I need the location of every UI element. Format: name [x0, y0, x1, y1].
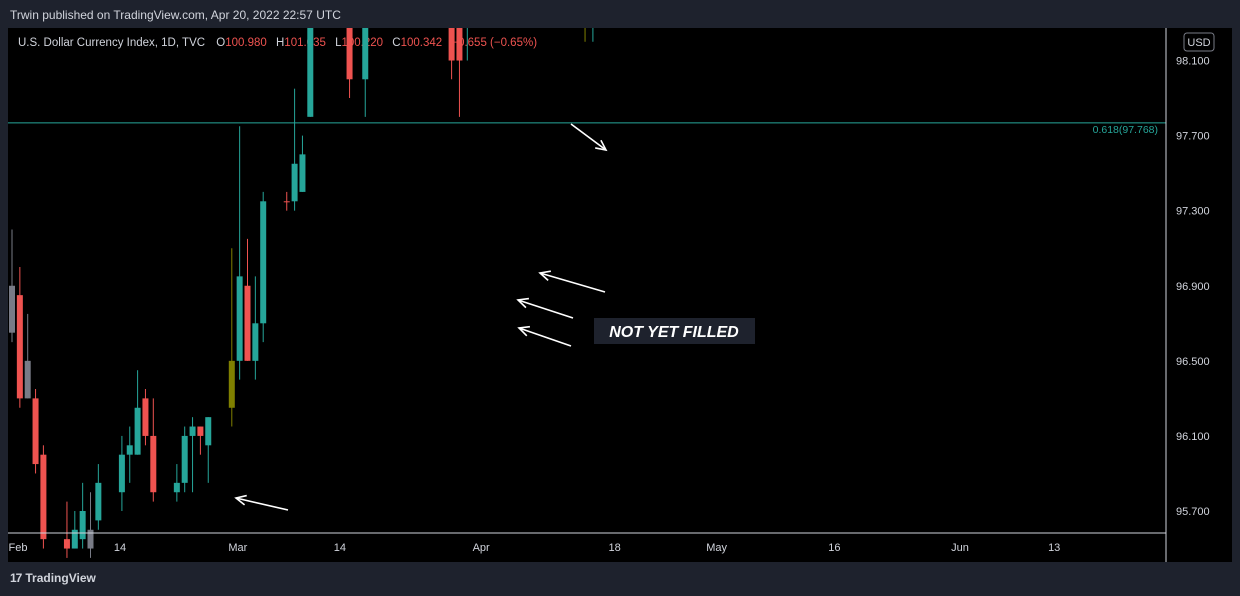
y-tick-label: 96.900: [1176, 281, 1210, 293]
y-tick-label: 97.700: [1176, 131, 1210, 143]
candle-body: [16, 295, 23, 399]
x-tick-label: 13: [1048, 542, 1060, 554]
candle-body: [346, 28, 353, 80]
x-tick-label: 14: [334, 542, 346, 554]
candle-body: [181, 435, 188, 483]
candle-body: [9, 285, 15, 333]
arrow-head: [234, 494, 247, 506]
candle-body: [260, 201, 267, 324]
candle-body: [118, 454, 125, 493]
candle-body: [197, 426, 204, 436]
arrow-line: [539, 272, 606, 293]
x-tick-label: 16: [828, 542, 840, 554]
symbol-name: U.S. Dollar Currency Index, 1D, TVC: [18, 37, 205, 49]
candle-body: [87, 529, 94, 549]
candle-body: [307, 28, 314, 117]
y-tick-label: 96.100: [1176, 431, 1210, 443]
candle-body: [63, 539, 70, 549]
tradingview-logo[interactable]: 17 TradingView: [10, 571, 96, 585]
candle-body: [244, 285, 251, 361]
arrow-line: [570, 123, 607, 151]
x-tick-label: 18: [608, 542, 620, 554]
footer-bar: 17 TradingView: [0, 562, 1240, 596]
candle-body: [173, 482, 180, 493]
candle-body: [142, 398, 149, 436]
change-value: −0.655 (−0.65%): [451, 37, 537, 49]
y-tick-label: 95.700: [1176, 506, 1210, 518]
annotation-box: [594, 318, 755, 344]
candle-body: [236, 276, 243, 361]
candle-body: [362, 28, 369, 80]
close-value: 100.342: [401, 37, 443, 49]
arrow-line: [518, 327, 572, 347]
fib-label: 0.618(97.768): [1093, 124, 1158, 136]
candle-body: [448, 28, 455, 61]
close-label: C: [392, 37, 400, 49]
axes: 95.700 96.100 96.500 96.900 97.300 97.700 98.1…: [8, 28, 1210, 562]
x-tick-label: 14: [114, 542, 126, 554]
candle-body: [95, 482, 102, 521]
currency-badge-group[interactable]: USD: [1183, 32, 1215, 52]
candle-body: [291, 163, 298, 202]
arrow-head: [595, 139, 608, 152]
tradingview-logo-icon: 17: [10, 571, 22, 585]
candle-body: [456, 28, 463, 61]
y-tick-label: 98.100: [1176, 56, 1210, 68]
y-tick-label: 97.300: [1176, 206, 1210, 218]
low-label: L: [335, 37, 342, 49]
arrow-line: [517, 299, 574, 319]
open-label: O: [216, 37, 225, 49]
x-tick-label: Mar: [228, 542, 247, 554]
fib-levels: 0.886(101.455)0.786(100.079)0.618(97.768…: [8, 122, 1166, 136]
y-tick-label: 96.500: [1176, 356, 1210, 368]
arrow-line: [235, 497, 289, 511]
arrow-head: [538, 270, 551, 281]
ohlc-legend: U.S. Dollar Currency Index, 1D, TVC O100…: [18, 37, 537, 49]
high-label: H: [276, 37, 284, 49]
candles: [9, 28, 594, 558]
candle-body: [24, 360, 31, 399]
candle-body: [228, 360, 235, 408]
annotation-text: NOT YET FILLED: [609, 324, 739, 341]
arrow-head: [516, 297, 530, 309]
x-tick-label: May: [706, 542, 727, 554]
currency-badge[interactable]: USD: [1187, 37, 1210, 49]
publisher-text: Trwin published on TradingView.com, Apr …: [10, 8, 341, 22]
price-chart[interactable]: U.S. Dollar Currency Index, 1D, TVC O100…: [8, 28, 1232, 562]
open-value: 100.980: [225, 37, 267, 49]
high-value: 101.035: [284, 37, 326, 49]
x-tick-label: Jun: [951, 542, 969, 554]
candle-body: [71, 529, 78, 549]
x-tick-label: Apr: [473, 542, 490, 554]
chart-frame[interactable]: U.S. Dollar Currency Index, 1D, TVC O100…: [8, 28, 1232, 562]
candle-body: [126, 445, 133, 455]
candle-body: [283, 201, 290, 203]
candle-body: [299, 154, 306, 192]
currency-badge-box[interactable]: [1183, 32, 1215, 52]
candle-body: [40, 454, 47, 540]
candle-body: [150, 435, 157, 493]
annotations: NOT YET FILLED: [234, 123, 755, 511]
publisher-bar: Trwin published on TradingView.com, Apr …: [0, 0, 1240, 28]
candle-body: [79, 511, 86, 540]
candle-body: [32, 398, 39, 465]
candle-body: [205, 417, 212, 446]
tradingview-logo-text: TradingView: [25, 571, 96, 585]
candle-body: [189, 426, 196, 436]
arrow-head: [517, 325, 531, 337]
x-tick-label: Feb: [9, 542, 28, 554]
candle-body: [134, 407, 141, 455]
candle-body: [252, 323, 259, 361]
